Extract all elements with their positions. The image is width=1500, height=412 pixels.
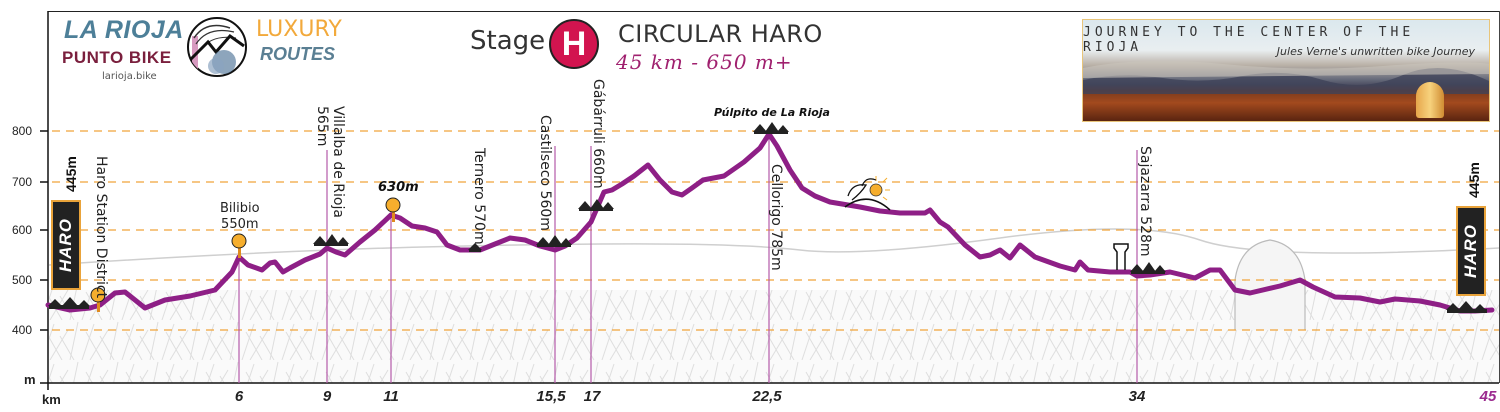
- label-villalba: Villalba de Rioja: [330, 106, 346, 218]
- pin-630m: [385, 197, 401, 222]
- y-unit-label: m: [24, 372, 36, 387]
- route-subtitle: 45 km - 650 m+: [616, 50, 793, 74]
- logo-la-rioja: LA RIOJA: [64, 16, 184, 44]
- stage-label: Stage: [470, 26, 546, 56]
- end-altitude-label: 445m: [1466, 162, 1482, 198]
- village-icon-gabarruli: [578, 199, 614, 211]
- start-altitude-label: 445m: [63, 156, 79, 192]
- castle-tower-icon: [1113, 243, 1129, 270]
- logo-url: larioja.bike: [102, 71, 157, 82]
- end-haro-label: HARO: [1461, 223, 1480, 279]
- x-tick-9: 9: [322, 388, 332, 405]
- x-tick-17: 17: [583, 388, 601, 405]
- village-icon-haro-start: [48, 297, 90, 309]
- label-cellorigo: Cellorigo 785m: [768, 164, 784, 271]
- route-title: CIRCULAR HARO: [618, 20, 823, 48]
- brand-logo: LA RIOJA PUNTO BIKE larioja.bike LUXURY …: [60, 16, 342, 96]
- bilibio-altitude: 550m: [221, 217, 259, 232]
- stage-badge: H: [549, 19, 599, 69]
- end-haro-badge: HARO: [1456, 206, 1486, 296]
- x-tick-45: 45: [1479, 388, 1497, 405]
- label-pulpito: Púlpito de La Rioja: [714, 106, 830, 119]
- bilibio-name: Bilibio: [220, 201, 260, 216]
- banner-title: JOURNEY TO THE CENTER OF THE RIOJA: [1083, 25, 1415, 55]
- waypoint-lines: [238, 130, 1138, 383]
- label-gabarruli: Gábárruli 660m: [590, 79, 606, 189]
- x-tick-6: 6: [234, 388, 244, 405]
- label-peak-630m: 630m: [378, 180, 419, 195]
- banner-subtitle: Jules Verne's unwritten bike Journey: [1276, 45, 1475, 58]
- label-castilseco: Castilseco 560m: [537, 115, 553, 231]
- village-icon-pulpito: [753, 122, 789, 134]
- logo-routes: ROUTES: [260, 44, 336, 64]
- y-tick-400: 400: [12, 323, 33, 337]
- y-tick-500: 500: [12, 273, 33, 287]
- village-icon-castilseco: [536, 235, 572, 247]
- village-icon-villalba: [313, 234, 349, 246]
- logo-punto-bike: PUNTO BIKE: [62, 48, 172, 67]
- label-bilibio: Bilibio 550m: [220, 201, 260, 233]
- village-icon-sajazarra: [1130, 262, 1166, 274]
- label-ternero: Ternero 570m: [471, 148, 487, 245]
- x-tick-15-5: 15,5: [536, 388, 566, 405]
- start-haro-label: HARO: [56, 217, 75, 273]
- start-haro-badge: HARO: [51, 200, 81, 290]
- y-tick-600: 600: [12, 223, 33, 237]
- label-villalba-altitude: 565m: [314, 106, 330, 147]
- house-icon-ternero: [468, 243, 482, 252]
- label-haro-station: Haro Station District: [93, 156, 109, 299]
- x-tick-11: 11: [383, 388, 399, 405]
- pin-bilibio: [231, 233, 247, 258]
- logo-luxury: LUXURY: [256, 17, 342, 42]
- village-icon-haro-end: [1446, 301, 1487, 313]
- journey-banner: JOURNEY TO THE CENTER OF THE RIOJA Jules…: [1082, 19, 1490, 122]
- y-tick-800: 800: [12, 124, 33, 138]
- elevation-profile-line: [45, 131, 1495, 314]
- stone-hut-icon: [1416, 82, 1444, 118]
- x-unit-label: km: [42, 392, 61, 407]
- y-tick-700: 700: [12, 175, 33, 189]
- guardaviñas-hut-sketch: [1234, 239, 1306, 330]
- label-sajazarra: Sajazarra 528m: [1137, 146, 1153, 257]
- gridlines: [52, 130, 1499, 331]
- landscape-illustration: [1083, 60, 1489, 94]
- mountain-emblem-icon: [187, 17, 247, 77]
- top-frame-line: [48, 11, 1500, 12]
- x-tick-34: 34: [1128, 388, 1146, 405]
- cyclists-sun-icon: [844, 176, 891, 211]
- x-tick-22-5: 22,5: [752, 388, 782, 405]
- pin-haro-station: [90, 287, 106, 312]
